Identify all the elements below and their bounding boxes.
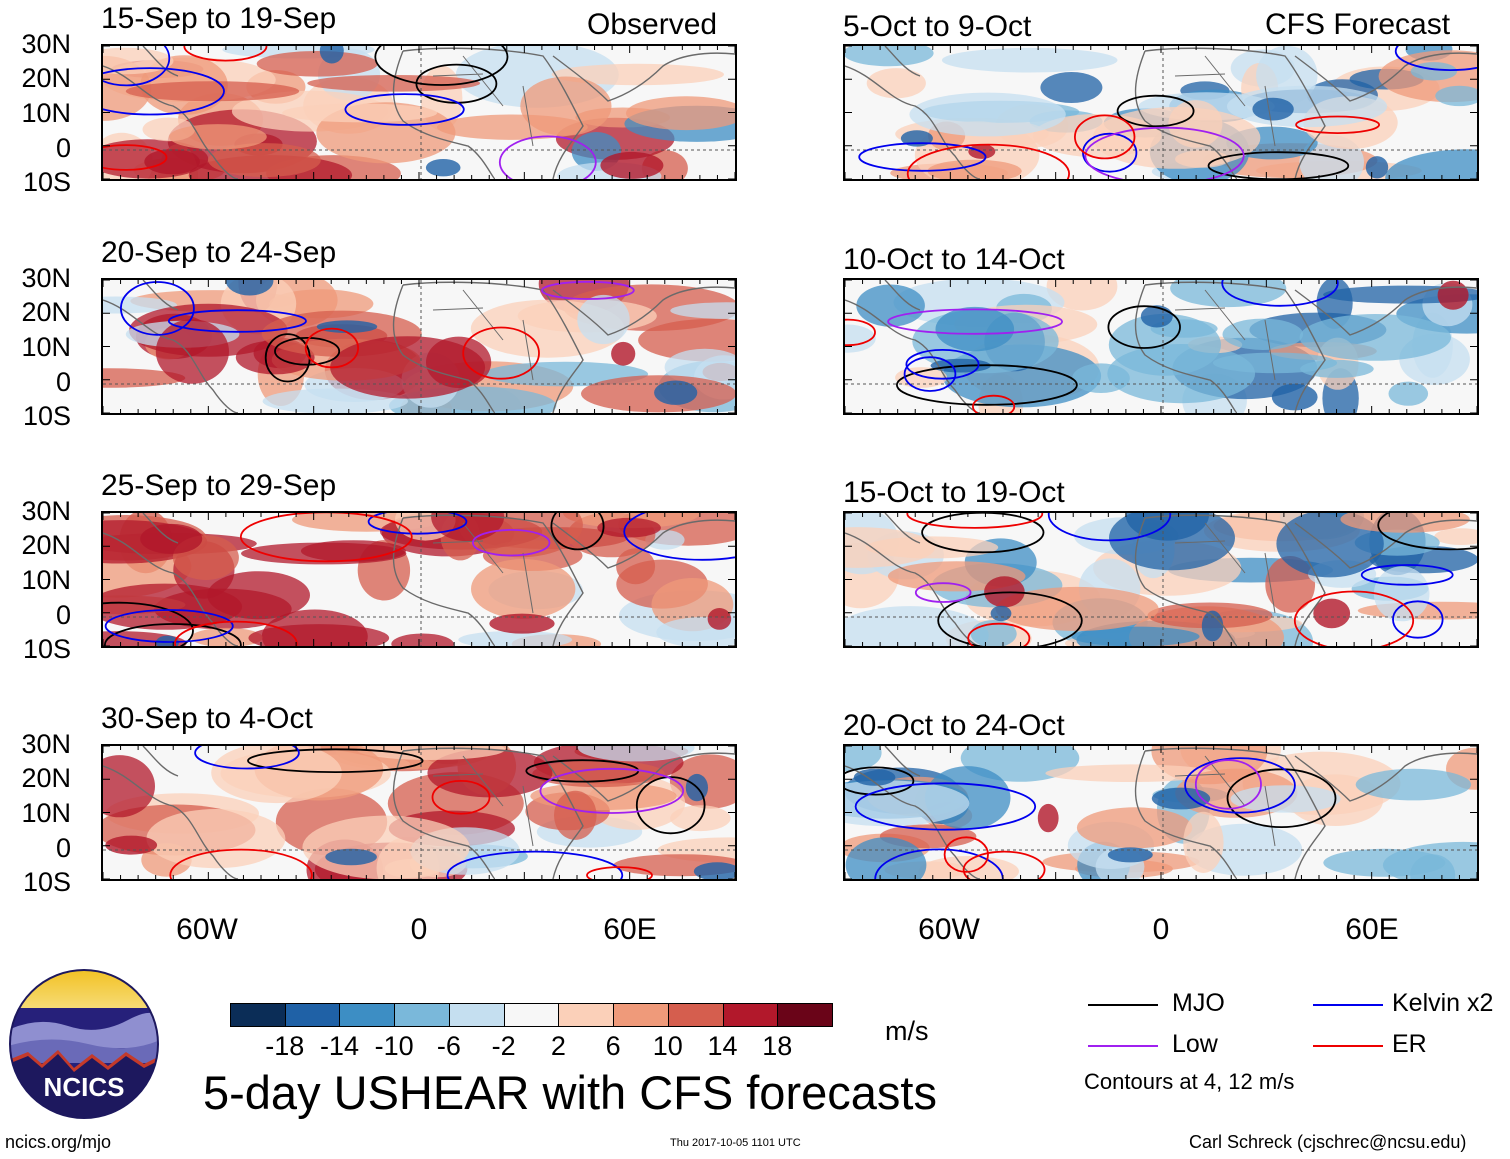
observed-panel-3-caption: 25-Sep to 29-Sep bbox=[101, 469, 337, 502]
forecast-map-panel-4 bbox=[843, 744, 1479, 881]
legend-er-swatch bbox=[1313, 1045, 1383, 1047]
colorbar-swatch bbox=[558, 1003, 615, 1027]
legend-low-swatch bbox=[1088, 1045, 1158, 1047]
forecast-map-panel-2 bbox=[843, 278, 1479, 415]
colorbar-swatch bbox=[613, 1003, 669, 1027]
ncics-logo: NCICS bbox=[8, 968, 160, 1120]
forecast-column-title: CFS Forecast bbox=[1265, 8, 1451, 41]
lat-label: 10N bbox=[21, 332, 71, 362]
map-field bbox=[103, 280, 735, 413]
map-field bbox=[845, 513, 1477, 646]
colorbar-tick-label: -10 bbox=[374, 1031, 414, 1061]
lon-label-60e-left: 60E bbox=[603, 913, 657, 946]
lat-label: 20N bbox=[21, 63, 71, 93]
colorbar-tick-label: 6 bbox=[605, 1031, 621, 1061]
legend-low-label: Low bbox=[1172, 1030, 1218, 1058]
legend-mjo-swatch bbox=[1088, 1004, 1158, 1006]
legend-kelvin-swatch bbox=[1313, 1004, 1383, 1006]
forecast-map-panel-3 bbox=[843, 511, 1479, 648]
forecast-panel-3-caption: 15-Oct to 19-Oct bbox=[843, 476, 1065, 509]
lat-label: 20N bbox=[21, 530, 71, 560]
lat-label: 10S bbox=[22, 867, 71, 897]
map-field bbox=[845, 46, 1477, 179]
figure-title: 5-day USHEAR with CFS forecasts bbox=[203, 1066, 937, 1119]
colorbar-tick-label: -2 bbox=[491, 1031, 516, 1061]
logo-text: NCICS bbox=[44, 1072, 125, 1102]
forecast-panel-1-caption: 5-Oct to 9-Oct bbox=[843, 10, 1032, 43]
forecast-panel-4-caption: 20-Oct to 24-Oct bbox=[843, 709, 1065, 742]
lat-label: 10N bbox=[21, 565, 71, 595]
observed-map-panel-2 bbox=[101, 278, 737, 415]
observed-map-panel-1 bbox=[101, 44, 737, 181]
colorbar-units: m/s bbox=[885, 1016, 929, 1046]
colorbar-tick-label: 10 bbox=[652, 1031, 683, 1061]
map-field bbox=[103, 46, 735, 179]
lat-label: 10S bbox=[22, 401, 71, 431]
colorbar-tick-label: -14 bbox=[319, 1031, 359, 1061]
forecast-panel-2-caption: 10-Oct to 14-Oct bbox=[843, 243, 1065, 276]
timestamp: Thu 2017-10-05 1101 UTC bbox=[670, 1137, 801, 1149]
observed-column-title: Observed bbox=[587, 8, 718, 41]
observed-panel-1-caption: 15-Sep to 19-Sep bbox=[101, 2, 337, 35]
colorbar-swatch bbox=[503, 1003, 560, 1027]
lat-label: 10N bbox=[21, 798, 71, 828]
lat-label: 0 bbox=[55, 133, 71, 163]
colorbar-swatch bbox=[284, 1003, 341, 1027]
source-url[interactable]: ncics.org/mjo bbox=[5, 1132, 112, 1152]
ncics-logo-graphic: NCICS bbox=[9, 969, 159, 1119]
legend-mjo-label: MJO bbox=[1172, 989, 1225, 1017]
observed-map-panel-3 bbox=[101, 511, 737, 648]
lat-label: 10S bbox=[22, 167, 71, 197]
lat-label: 30N bbox=[21, 496, 71, 526]
lon-label-60e-right: 60E bbox=[1345, 913, 1399, 946]
lon-label-0-left: 0 bbox=[410, 913, 428, 946]
observed-map-panel-4 bbox=[101, 744, 737, 881]
lat-label: 10S bbox=[22, 634, 71, 664]
lon-label-60w-left: 60W bbox=[176, 913, 238, 946]
legend-er-label: ER bbox=[1392, 1030, 1427, 1058]
lat-label: 20N bbox=[21, 297, 71, 327]
lat-label: 0 bbox=[55, 833, 71, 863]
map-field bbox=[103, 746, 735, 879]
colorbar-swatch bbox=[722, 1003, 779, 1027]
lat-label: 30N bbox=[21, 29, 71, 59]
observed-panel-2-caption: 20-Sep to 24-Sep bbox=[101, 236, 337, 269]
map-field bbox=[845, 746, 1477, 879]
legend-kelvin-label: Kelvin x2 bbox=[1392, 989, 1494, 1017]
forecast-map-panel-1 bbox=[843, 44, 1479, 181]
colorbar-swatch bbox=[230, 1003, 286, 1027]
colorbar-swatch bbox=[667, 1003, 724, 1027]
colorbar-swatch bbox=[448, 1003, 505, 1027]
lat-label: 30N bbox=[21, 729, 71, 759]
map-field bbox=[103, 513, 735, 646]
lat-label: 20N bbox=[21, 763, 71, 793]
lat-label: 0 bbox=[55, 600, 71, 630]
lon-label-60w-right: 60W bbox=[918, 913, 980, 946]
legend-contour-note: Contours at 4, 12 m/s bbox=[1084, 1069, 1295, 1094]
colorbar-swatch bbox=[339, 1003, 396, 1027]
lat-label: 0 bbox=[55, 367, 71, 397]
colorbar-tick-label: 2 bbox=[550, 1031, 566, 1061]
colorbar-tick-label: 18 bbox=[762, 1031, 793, 1061]
observed-panel-4-caption: 30-Sep to 4-Oct bbox=[101, 702, 313, 735]
colorbar-swatch bbox=[777, 1003, 833, 1027]
colorbar-tick-label: -18 bbox=[265, 1031, 305, 1061]
lon-label-0-right: 0 bbox=[1152, 913, 1170, 946]
colorbar-tick-label: 14 bbox=[707, 1031, 738, 1061]
lat-label: 30N bbox=[21, 263, 71, 293]
author-credit: Carl Schreck (cjschrec@ncsu.edu) bbox=[1189, 1132, 1467, 1152]
map-field bbox=[845, 280, 1477, 413]
colorbar-tick-label: -6 bbox=[436, 1031, 461, 1061]
colorbar-swatch bbox=[394, 1003, 450, 1027]
lat-label: 10N bbox=[21, 98, 71, 128]
